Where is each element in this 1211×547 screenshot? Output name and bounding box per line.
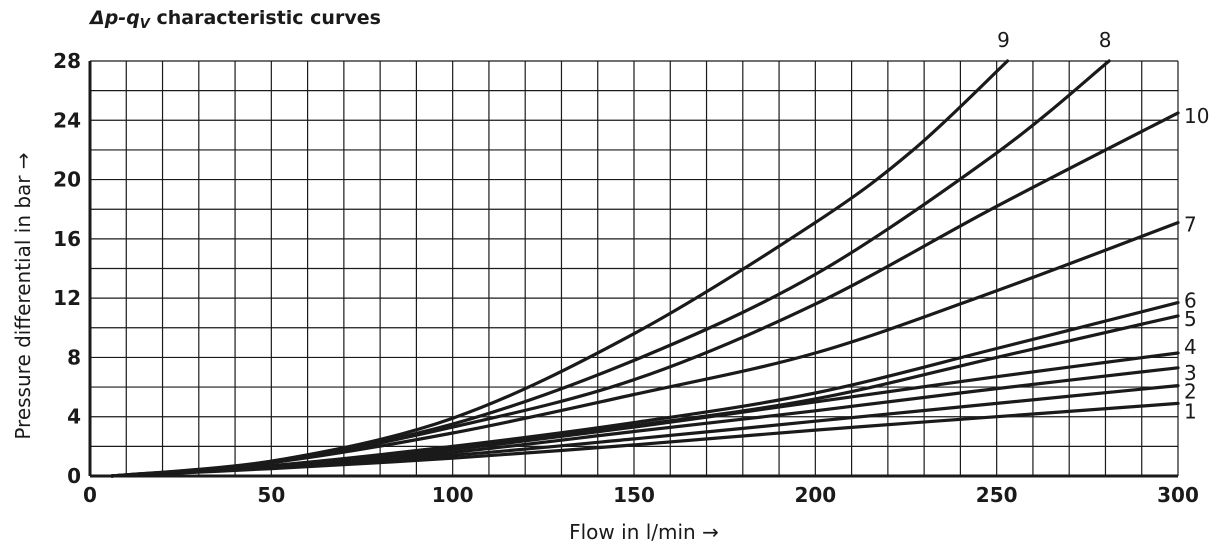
curve-label-9: 9: [997, 28, 1010, 52]
y-axis-label: Pressure differential in bar →: [11, 152, 35, 439]
y-tick-label: 28: [53, 49, 81, 73]
x-tick-label: 50: [257, 483, 285, 507]
x-tick-label: 200: [794, 483, 836, 507]
y-tick-label: 0: [67, 464, 81, 488]
x-tick-label: 300: [1157, 483, 1199, 507]
y-tick-label: 12: [53, 286, 81, 310]
chart-title: Δp-qV characteristic curves: [88, 7, 381, 32]
curves: [110, 59, 1180, 478]
curve-label-2: 2: [1184, 380, 1197, 404]
y-tick-label: 20: [53, 168, 81, 192]
curve-label-10: 10: [1184, 104, 1209, 128]
x-tick-label: 0: [83, 483, 97, 507]
x-tick-label: 250: [976, 483, 1018, 507]
chart-title-main: Δp-q: [88, 7, 140, 29]
curve-label-3: 3: [1184, 361, 1197, 385]
curve-6: [110, 301, 1180, 478]
x-tick-label: 100: [432, 483, 474, 507]
chart-title-subscript: V: [140, 17, 151, 32]
x-tick-labels: 0 50 100 150 200 250 300: [83, 483, 1199, 507]
curve-label-1: 1: [1184, 399, 1197, 423]
axes: [88, 61, 1178, 478]
curve-label-5: 5: [1184, 307, 1197, 331]
curve-label-7: 7: [1184, 213, 1197, 237]
curve-label-4: 4: [1184, 335, 1197, 359]
curve-label-6: 6: [1184, 289, 1197, 313]
x-axis-label: Flow in l/min →: [569, 520, 719, 544]
y-tick-labels: 0 4 8 12 16 20 24 28: [53, 49, 81, 488]
x-tick-label: 150: [613, 483, 655, 507]
y-tick-label: 24: [53, 108, 81, 132]
chart-title-rest: characteristic curves: [150, 7, 381, 29]
y-tick-label: 4: [67, 405, 81, 429]
curve-9: [110, 59, 1010, 478]
y-tick-label: 16: [53, 227, 81, 251]
grid: [90, 60, 1179, 476]
curve-label-8: 8: [1099, 28, 1112, 52]
y-tick-label: 8: [67, 345, 81, 369]
